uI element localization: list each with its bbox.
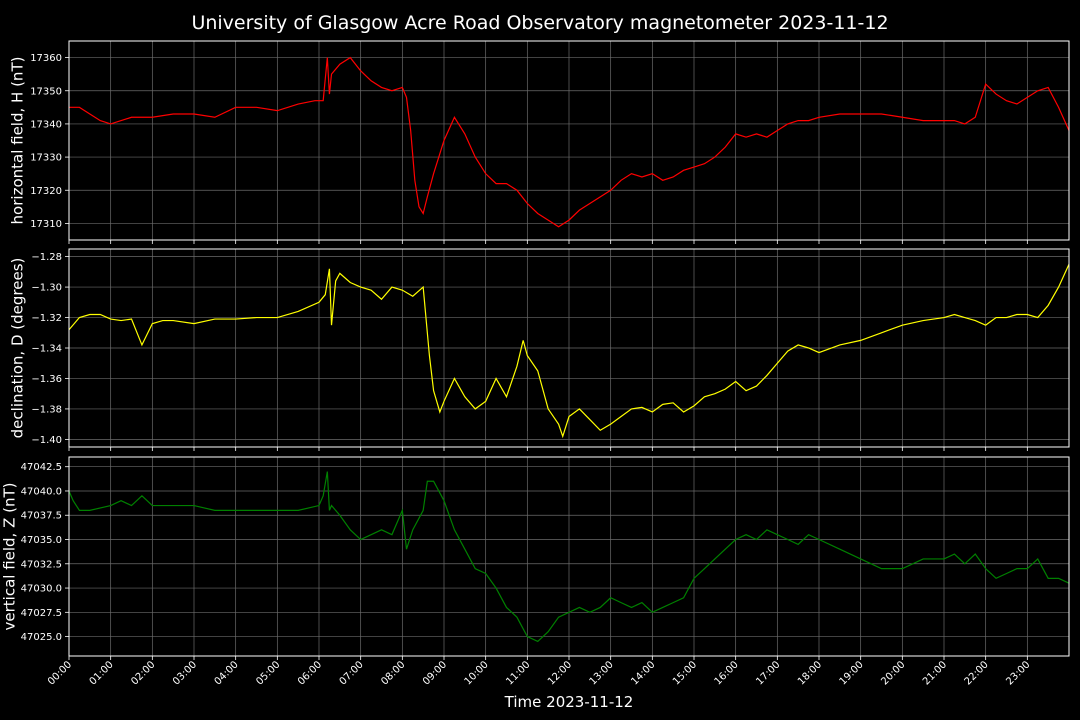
y-tick-label: 17320 [30,186,62,197]
y-tick-label: −1.34 [31,344,62,355]
series-line-declination [68,263,1070,439]
y-tick-label: 17310 [30,219,62,230]
y-tick-label: 17330 [30,153,62,164]
y-tick-label: −1.30 [31,283,62,294]
y-tick-label: −1.36 [31,374,62,385]
y-tick-label: 17350 [30,86,62,97]
y-tick-label: −1.28 [31,252,62,263]
y-tick-label: −1.38 [31,404,62,415]
y-tick-label: 47032.5 [21,559,62,570]
y-tick-label: 47035.0 [21,535,62,546]
y-axis-label-horizontal: horizontal field, H (nT) [8,57,26,225]
y-tick-label: 47040.0 [21,486,62,497]
y-axis-label-vertical: vertical field, Z (nT) [0,482,18,630]
y-tick-label: 47037.5 [21,511,62,522]
y-tick-label: −1.40 [31,435,62,446]
y-axis-label-declination: declination, D (degrees) [8,258,26,439]
y-tick-label: 47027.5 [21,608,62,619]
y-tick-label: 47042.5 [21,462,62,473]
y-tick-label: 47030.0 [21,584,62,595]
series-line-vertical-field [68,471,1070,643]
x-axis-label: Time 2023-11-12 [504,693,634,711]
panel-declination: −1.28 −1.30 −1.32 −1.34 −1.36 −1.38 −1.40 decl… [8,248,1070,451]
panel-horizontal-field: 17310 17320 17330 17340 17350 17360 horizonta… [8,40,1070,244]
panel-vertical-field: 47025.0 47027.5 47030.0 47032.5 47035.0 47037… [0,456,1070,660]
chart-title: University of Glasgow Acre Road Observat… [191,12,888,34]
series-line-horizontal-field [69,56,1070,228]
y-tick-label: 47025.0 [21,632,62,643]
y-tick-label: 17340 [30,119,62,130]
y-tick-label: 17360 [30,53,62,64]
y-tick-label: −1.32 [31,313,62,324]
